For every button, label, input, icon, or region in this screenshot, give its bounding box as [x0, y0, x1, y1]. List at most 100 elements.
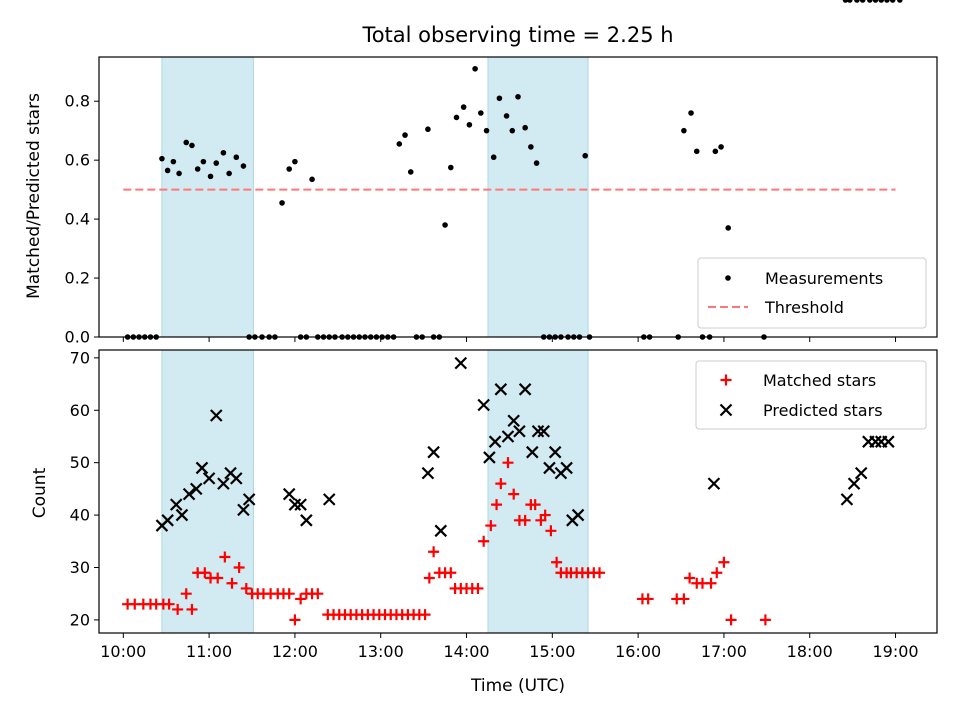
measurement-point — [194, 166, 201, 172]
legend-matched-label: Matched stars — [763, 371, 876, 390]
bottom-axes-frame — [98, 349, 938, 634]
chart-title: Total observing time = 2.25 h — [361, 23, 673, 47]
predicted-point — [543, 461, 556, 475]
measurement-point — [447, 164, 454, 171]
matched-point — [312, 588, 324, 600]
measurement-point — [478, 110, 484, 116]
matched-point — [212, 572, 224, 584]
predicted-point — [230, 472, 243, 485]
matched-point — [428, 546, 440, 558]
predicted-point — [707, 477, 721, 490]
predicted-point — [242, 493, 256, 506]
measurement-point — [213, 160, 220, 166]
predicted-point — [209, 409, 223, 422]
predicted-point — [526, 445, 539, 459]
predicted-point — [175, 508, 189, 522]
top-panel: 0.0 0.2 0.4 0.6 0.8 Measurements Threshold — [65, 0, 938, 347]
matched-point — [705, 577, 717, 589]
x-tick-label: 11:00 — [186, 642, 232, 661]
top-y-tick-label: 0.6 — [65, 151, 90, 170]
matched-point — [423, 572, 435, 584]
matched-point — [199, 567, 211, 579]
matched-point — [519, 514, 531, 526]
predicted-point — [869, 435, 882, 448]
measurement-point — [681, 127, 687, 134]
matched-point — [478, 535, 490, 547]
predicted-point — [161, 514, 174, 527]
measurement-point — [207, 173, 214, 180]
measurement-point — [460, 104, 467, 110]
measurement-point — [164, 167, 171, 174]
measurement-point — [425, 126, 431, 133]
predicted-point — [427, 445, 440, 459]
predicted-point — [195, 461, 209, 475]
measurement-point — [718, 144, 724, 150]
measurement-point — [515, 93, 521, 100]
predicted-point — [421, 466, 435, 480]
x-tick-label: 10:00 — [100, 642, 146, 661]
x-tick-label: 19:00 — [872, 642, 918, 661]
measurement-point — [533, 160, 540, 166]
x-tick-label: 13:00 — [358, 642, 404, 661]
measurement-point — [159, 155, 165, 162]
x-tick-label: 12:00 — [272, 642, 318, 661]
predicted-point — [189, 482, 203, 496]
measurement-point — [176, 170, 182, 177]
x-axis-label: Time (UTC) — [470, 676, 565, 696]
matched-point — [295, 593, 307, 605]
matched-point — [495, 478, 507, 490]
measurement-point — [889, 0, 896, 3]
legend-predicted-label: Predicted stars — [763, 401, 883, 420]
matched-point — [725, 614, 737, 626]
bottom-shaded-interval-0 — [161, 349, 254, 634]
predicted-point — [494, 383, 508, 396]
measurement-point — [897, 0, 903, 3]
matched-point — [684, 572, 696, 584]
predicted-point — [217, 477, 230, 490]
legend-matched-marker — [720, 374, 732, 386]
measurement-point — [693, 148, 700, 155]
measurement-point — [878, 0, 885, 3]
measurement-point — [866, 0, 873, 3]
measurement-point — [712, 148, 719, 155]
measurement-point — [309, 176, 315, 183]
measurement-point — [884, 0, 890, 3]
predicted-point — [854, 466, 868, 480]
predicted-point — [531, 424, 545, 438]
matched-point — [711, 567, 723, 579]
bottom-y-tick-label: 50 — [70, 453, 90, 472]
measurement-point — [240, 163, 247, 169]
matched-point — [472, 582, 484, 594]
top-y-tick-label: 0.4 — [65, 210, 90, 229]
predicted-point — [288, 498, 302, 511]
predicted-point — [454, 356, 468, 370]
top-legend: Measurements Threshold — [697, 257, 927, 329]
bottom-panel: 10:00 11:00 12:00 13:00 14:00 15:00 16:00 17:00… — [70, 348, 938, 661]
top-y-tick-label: 0.0 — [65, 328, 90, 347]
top-y-axis-label: Matched/Predicted stars — [24, 93, 44, 299]
bottom-shaded-interval-1 — [487, 349, 589, 634]
matched-point — [219, 551, 231, 563]
matched-point — [759, 614, 771, 626]
predicted-point — [560, 461, 573, 475]
matched-point — [594, 567, 606, 579]
predicted-point — [501, 430, 515, 443]
measurement-point — [503, 113, 510, 119]
matched-point — [485, 520, 497, 532]
predicted-point — [322, 493, 336, 506]
measurement-point — [582, 152, 589, 159]
measurement-point — [509, 127, 516, 134]
bottom-y-tick-label: 40 — [70, 506, 90, 525]
measurement-point — [200, 158, 207, 165]
measurement-point — [466, 121, 473, 128]
matched-point — [233, 561, 245, 573]
measurement-point — [286, 166, 292, 172]
measurement-point — [496, 95, 503, 102]
bottom-y-tick-label: 30 — [70, 558, 90, 577]
measurement-point — [528, 144, 534, 150]
bottom-y-axis-label: Count — [30, 467, 50, 518]
measurement-point — [402, 132, 408, 138]
predicted-point — [571, 508, 585, 522]
measurement-point — [725, 225, 732, 231]
matched-point — [289, 614, 301, 626]
